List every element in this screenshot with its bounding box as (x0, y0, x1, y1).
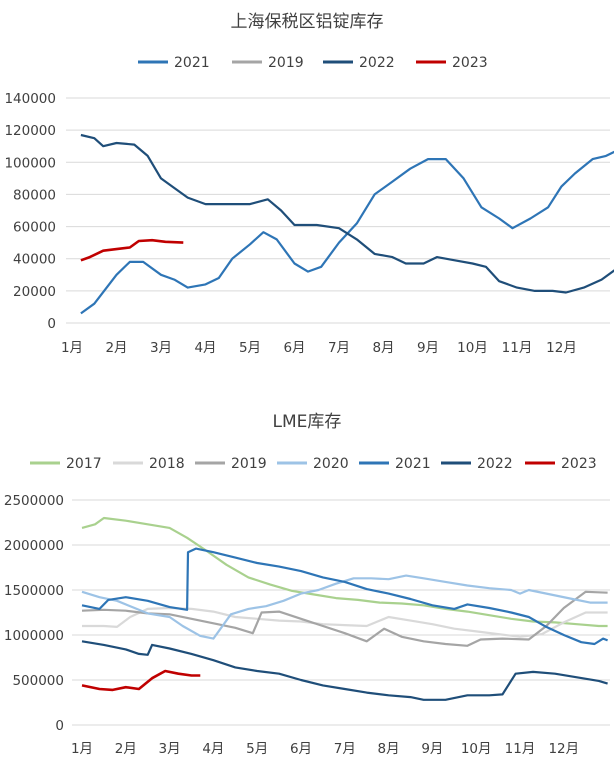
x-tick-label: 7月 (334, 741, 356, 757)
series-line-2020 (81, 574, 608, 640)
x-tick-label: 12月 (546, 340, 577, 356)
gridlines (66, 97, 610, 324)
gridlines (72, 499, 610, 726)
legend-label-2022: 2022 (477, 456, 513, 472)
y-tick-label: 0 (47, 316, 56, 332)
series-line-2023 (81, 669, 201, 692)
series-line-2022 (80, 133, 614, 294)
x-tick-label: 2月 (115, 741, 137, 757)
x-tick-label: 4月 (202, 741, 224, 757)
series-line-2018 (82, 606, 608, 638)
y-axis-ticks: 2500000 2000000 1500000 1000000 500000 0 (4, 493, 64, 734)
legend-label-2019: 2019 (268, 55, 304, 71)
x-tick-label: 8月 (372, 340, 394, 356)
legend-label-2022: 2022 (359, 55, 395, 71)
legend-label-2021: 2021 (174, 55, 210, 71)
series-line-2021 (80, 150, 614, 315)
legend-label-2023: 2023 (561, 456, 597, 472)
y-axis-ticks: 140000 120000 100000 80000 60000 40000 20000 0 (4, 91, 56, 332)
y-tick-label: 1000000 (4, 628, 64, 644)
legend-label-2023: 2023 (452, 55, 488, 71)
y-tick-label: 60000 (13, 220, 56, 236)
x-tick-label: 4月 (194, 340, 216, 356)
chart-2-lme-stock: LME库存 2017 2018 2019 2020 2021 2022 2023 25000… (4, 412, 610, 757)
x-tick-label: 10月 (457, 340, 488, 356)
y-tick-label: 80000 (13, 187, 56, 203)
y-tick-label: 0 (55, 718, 64, 734)
legend-label-2021: 2021 (395, 456, 431, 472)
y-tick-label: 100000 (4, 155, 56, 171)
x-tick-label: 10月 (461, 741, 492, 757)
x-tick-label: 1月 (71, 741, 93, 757)
y-tick-label: 1500000 (4, 583, 64, 599)
y-tick-label: 40000 (13, 252, 56, 268)
x-tick-label: 2月 (105, 340, 127, 356)
x-axis-ticks: 1月 2月 3月 4月 5月 6月 7月 8月 9月 10月 11月 12月 (71, 741, 579, 757)
chart-title: LME库存 (273, 412, 342, 432)
x-axis-ticks: 1月 2月 3月 4月 5月 6月 7月 8月 9月 10月 11月 12月 (61, 340, 577, 356)
legend-label-2018: 2018 (149, 456, 185, 472)
y-tick-label: 2000000 (4, 538, 64, 554)
x-tick-label: 12月 (548, 741, 579, 757)
y-tick-label: 20000 (13, 284, 56, 300)
chart-1-shanghai-bonded-aluminum-stock: 上海保税区铝锭库存 2021 2019 2022 2023 1400001200001… (4, 12, 614, 356)
y-tick-label: 140000 (4, 91, 56, 107)
x-tick-label: 11月 (505, 741, 536, 757)
legend-label-2019: 2019 (231, 456, 267, 472)
y-tick-label: 500000 (12, 673, 64, 689)
series-lines (81, 516, 609, 701)
legend-label-2020: 2020 (313, 456, 349, 472)
x-tick-label: 3月 (159, 741, 181, 757)
x-tick-label: 5月 (239, 340, 261, 356)
x-tick-label: 11月 (502, 340, 533, 356)
x-tick-label: 5月 (246, 741, 268, 757)
legend: 2021 2019 2022 2023 (138, 55, 488, 71)
series-line-2022 (81, 640, 608, 701)
x-tick-label: 8月 (378, 741, 400, 757)
x-tick-label: 3月 (150, 340, 172, 356)
series-line-2019 (81, 590, 608, 647)
series-line-2021 (81, 547, 609, 646)
legend: 2017 2018 2019 2020 2021 2022 2023 (30, 456, 597, 472)
x-tick-label: 6月 (283, 340, 305, 356)
x-tick-label: 9月 (421, 741, 443, 757)
x-tick-label: 1月 (61, 340, 83, 356)
x-tick-label: 9月 (417, 340, 439, 356)
legend-label-2017: 2017 (66, 456, 102, 472)
series-line-2023 (80, 238, 184, 262)
x-tick-label: 6月 (290, 741, 312, 757)
x-tick-label: 7月 (328, 340, 350, 356)
series-lines (80, 133, 614, 315)
chart-title: 上海保税区铝锭库存 (231, 12, 384, 32)
y-tick-label: 120000 (4, 123, 56, 139)
series-line-2017 (81, 516, 608, 628)
y-tick-label: 2500000 (4, 493, 64, 509)
